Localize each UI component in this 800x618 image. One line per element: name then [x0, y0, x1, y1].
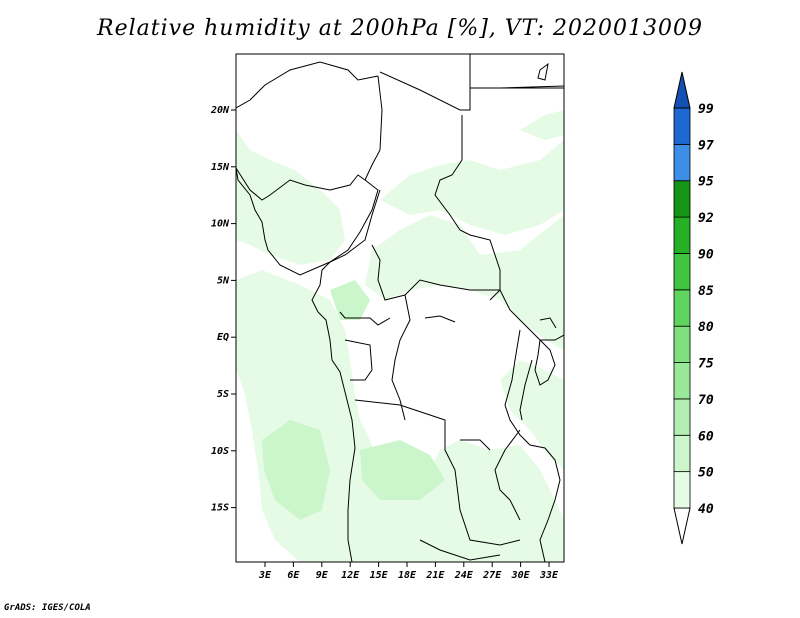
colorbar-over-triangle [673, 71, 691, 109]
colorbar-segment [673, 471, 691, 509]
lon-tick-label: 12E [341, 570, 360, 581]
colorbar-segment [673, 107, 691, 145]
shading-east-africa [500, 360, 564, 470]
colorbar-label: 92 [698, 211, 714, 226]
shading-central-africa [365, 215, 564, 350]
colorbar-label: 99 [698, 102, 714, 117]
lat-tick-label: 5N [217, 275, 230, 286]
colorbar: 40 50 60 70 75 80 85 90 92 95 97 99 [673, 71, 714, 545]
colorbar-segment [673, 398, 691, 436]
lat-tick-label: 15S [211, 503, 229, 514]
colorbar-label: 75 [698, 357, 714, 372]
colorbar-label: 80 [698, 320, 714, 335]
colorbar-under-triangle [673, 507, 691, 545]
lat-tick-label: 20N [210, 105, 230, 116]
colorbar-label: 85 [698, 284, 714, 299]
shading-southern-band [262, 420, 330, 520]
shading-west-africa [236, 130, 345, 265]
map-axes: 3E 6E 9E 12E 15E 18E 21E 24E 27E 30E 33E 20N 15N 10N 5… [210, 105, 559, 581]
grads-credit: GrADS: IGES/COLA [4, 603, 91, 613]
lon-tick-label: 33E [539, 570, 559, 581]
colorbar-label: 70 [698, 393, 714, 408]
lon-tick-label: 9E [316, 570, 329, 581]
lon-tick-label: 24E [454, 570, 474, 581]
shading-cameroon [330, 280, 370, 320]
shading-angola [360, 440, 445, 500]
colorbar-label: 90 [698, 247, 714, 262]
colorbar-segment [673, 216, 691, 254]
shading-sahel [380, 140, 564, 235]
colorbar-segment [673, 180, 691, 218]
country-borders [236, 54, 564, 562]
lon-tick-label: 18E [398, 570, 417, 581]
colorbar-segment [673, 253, 691, 291]
lon-tick-label: 30E [511, 570, 531, 581]
colorbar-segment [673, 325, 691, 363]
colorbar-label: 50 [698, 466, 714, 481]
shading-north-patch [520, 110, 564, 140]
colorbar-label: 97 [698, 138, 714, 153]
map-frame [235, 53, 565, 563]
colorbar-segment [673, 289, 691, 327]
colorbar-label: 60 [698, 429, 714, 444]
colorbar-label: 40 [698, 502, 714, 517]
colorbar-label: 95 [698, 175, 714, 190]
lat-tick-label: 15N [211, 162, 230, 173]
lon-tick-label: 6E [287, 570, 300, 581]
lat-tick-label: EQ [217, 332, 229, 343]
map-title: Relative humidity at 200hPa [%], VT: 202… [97, 16, 703, 41]
colorbar-segment [673, 434, 691, 473]
humidity-shading [236, 110, 564, 562]
lon-tick-label: 15E [370, 570, 389, 581]
lat-tick-label: 10S [211, 446, 229, 457]
lat-tick-label: 10N [211, 219, 230, 230]
lon-tick-label: 27E [482, 570, 502, 581]
lon-tick-label: 21E [425, 570, 445, 581]
lat-tick-label: 5S [217, 389, 229, 400]
colorbar-segment [673, 143, 691, 182]
lon-tick-label: 3E [258, 570, 272, 581]
colorbar-segment [673, 362, 691, 400]
